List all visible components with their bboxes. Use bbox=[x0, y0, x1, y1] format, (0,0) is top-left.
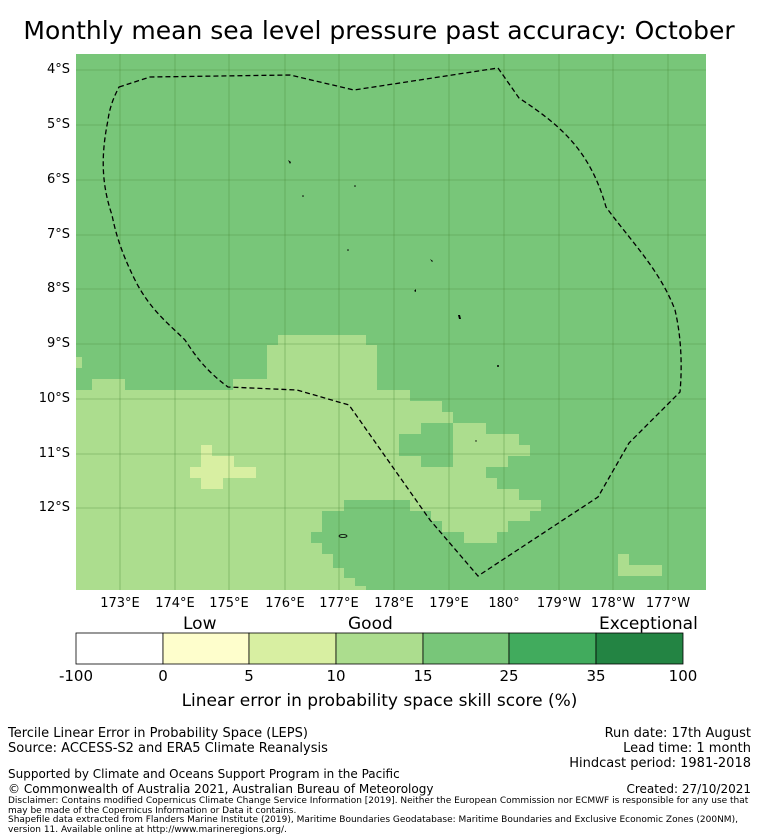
disclaimer-text: Disclaimer: Contains modified Copernicus… bbox=[8, 796, 749, 816]
colorbar-tick: 0 bbox=[158, 667, 168, 685]
hindcast-text: Hindcast period: 1981-2018 bbox=[569, 756, 751, 771]
category-label-low: Low bbox=[183, 614, 217, 634]
region-15-25-pocket bbox=[399, 423, 453, 467]
copyright-text: © Commonwealth of Australia 2021, Austra… bbox=[8, 782, 434, 796]
lat-label: 11°S bbox=[38, 446, 70, 461]
graticule bbox=[76, 54, 706, 590]
lon-label: 173°E bbox=[100, 596, 140, 611]
lat-label: 9°S bbox=[46, 336, 70, 351]
colorbar-bin-6 bbox=[508, 632, 597, 665]
colorbar-label: Linear error in probability space skill … bbox=[181, 691, 578, 711]
lon-label: 176°E bbox=[265, 596, 305, 611]
created-text: Created: 27/10/2021 bbox=[626, 782, 751, 796]
region-5-10 bbox=[190, 445, 256, 489]
colorbar-bin-1 bbox=[75, 632, 164, 665]
colorbar-tick: 25 bbox=[499, 667, 519, 685]
colorbar-bin-2 bbox=[162, 632, 250, 665]
eez-boundary bbox=[102, 67, 682, 577]
shapefile-credit: Shapefile data extracted from Flanders M… bbox=[8, 815, 738, 835]
colorbar-tick: 15 bbox=[413, 667, 433, 685]
lat-label: 7°S bbox=[46, 227, 70, 242]
lon-label: 178°W bbox=[590, 596, 636, 611]
colorbar-bin-7 bbox=[595, 632, 684, 665]
lat-label: 12°S bbox=[38, 500, 70, 515]
colorbar-tick: 100 bbox=[668, 667, 698, 685]
lon-label: 177°E bbox=[319, 596, 359, 611]
category-label-exceptional: Exceptional bbox=[599, 614, 698, 634]
lat-label: 10°S bbox=[38, 391, 70, 406]
lat-label: 4°S bbox=[46, 62, 70, 77]
support-text: Supported by Climate and Oceans Support … bbox=[8, 767, 400, 781]
category-label-good: Good bbox=[348, 614, 393, 634]
colorbar-tick: 10 bbox=[326, 667, 346, 685]
lon-label: 175°E bbox=[209, 596, 249, 611]
colorbar bbox=[75, 632, 684, 665]
run-date-text: Run date: 17th August bbox=[604, 726, 751, 741]
method-text: Tercile Linear Error in Probability Spac… bbox=[8, 726, 308, 741]
lon-label: 177°W bbox=[645, 596, 691, 611]
lon-label: 178°E bbox=[374, 596, 414, 611]
lat-label: 6°S bbox=[46, 172, 70, 187]
islands bbox=[288, 160, 499, 538]
lon-label: 180° bbox=[488, 596, 520, 611]
lon-label: 179°W bbox=[536, 596, 582, 611]
lat-label: 8°S bbox=[46, 281, 70, 296]
lead-time-text: Lead time: 1 month bbox=[623, 741, 751, 756]
region-10-15-left bbox=[76, 357, 82, 368]
colorbar-tick: -100 bbox=[58, 667, 94, 685]
region-10-15-east2 bbox=[618, 565, 662, 576]
colorbar-bin-3 bbox=[248, 632, 337, 665]
colorbar-tick: 5 bbox=[244, 667, 254, 685]
lat-label: 5°S bbox=[46, 117, 70, 132]
colorbar-tick: 35 bbox=[586, 667, 606, 685]
lon-label: 174°E bbox=[155, 596, 195, 611]
colorbar-bin-5 bbox=[422, 632, 510, 665]
source-text: Source: ACCESS-S2 and ERA5 Climate Reana… bbox=[8, 741, 328, 756]
colorbar-bin-4 bbox=[335, 632, 424, 665]
lon-label: 179°E bbox=[429, 596, 469, 611]
chart-title: Monthly mean sea level pressure past acc… bbox=[23, 16, 735, 45]
